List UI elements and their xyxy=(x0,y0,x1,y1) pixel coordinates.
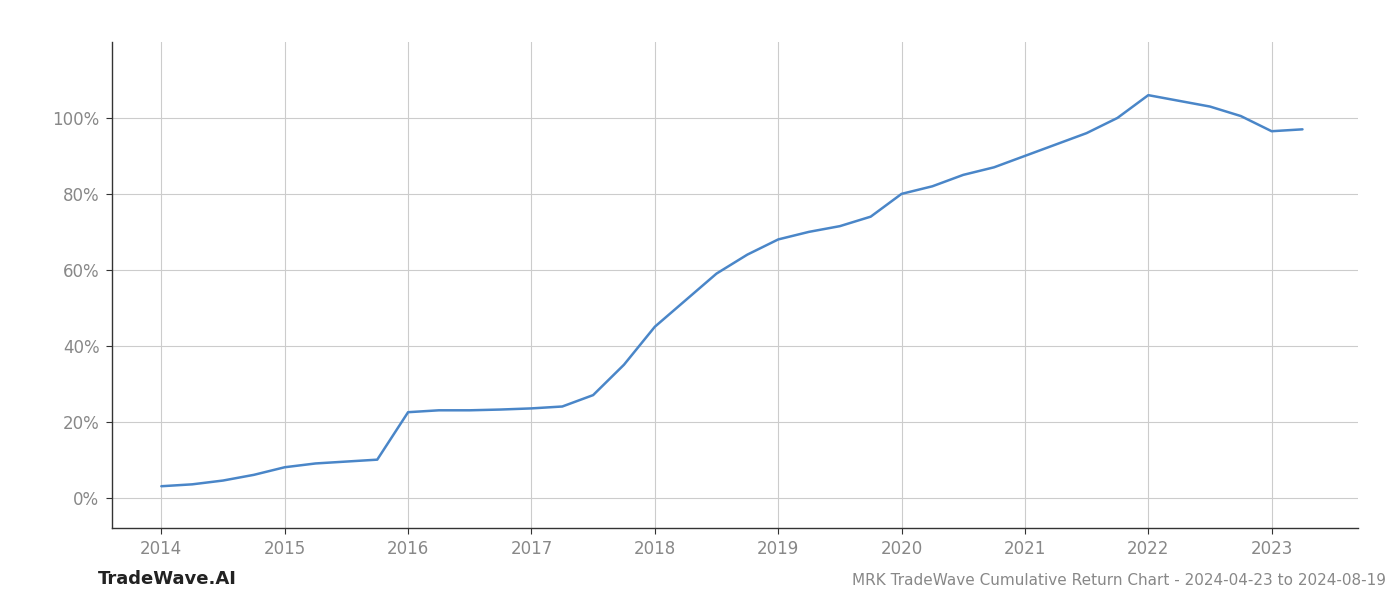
Text: MRK TradeWave Cumulative Return Chart - 2024-04-23 to 2024-08-19: MRK TradeWave Cumulative Return Chart - … xyxy=(853,573,1386,588)
Text: TradeWave.AI: TradeWave.AI xyxy=(98,570,237,588)
